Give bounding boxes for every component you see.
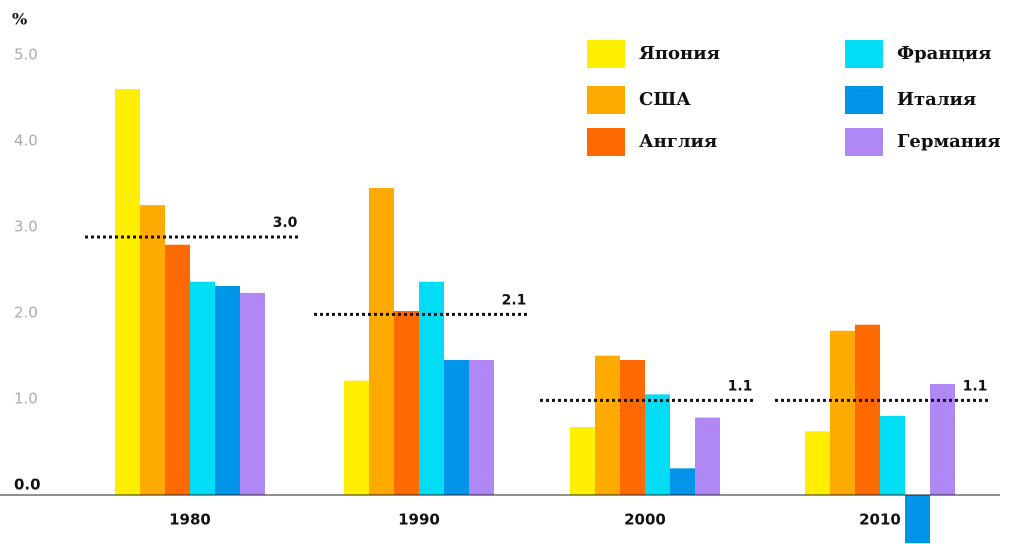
legend-label: Франция: [897, 43, 991, 64]
bar: [444, 359, 469, 495]
bar: [645, 394, 670, 495]
legend-swatch: [845, 86, 883, 114]
legend-swatch: [587, 86, 625, 114]
bar: [419, 281, 444, 495]
bar: [369, 187, 394, 496]
bar: [570, 427, 595, 495]
y-tick-label: 5.0: [14, 46, 38, 64]
bar: [394, 310, 419, 495]
y-tick-label: 1.0: [14, 390, 38, 408]
legend-label: Италия: [897, 89, 976, 110]
bar: [115, 89, 140, 495]
bar: [240, 292, 265, 495]
x-tick-label: 1990: [398, 511, 440, 529]
legend-label: США: [639, 89, 691, 110]
average-label: 1.1: [728, 378, 753, 394]
average-label: 2.1: [502, 292, 527, 308]
bar: [165, 244, 190, 495]
bar: [880, 415, 905, 495]
bar: [695, 417, 720, 495]
average-label: 1.1: [963, 378, 988, 394]
legend-swatch: [845, 128, 883, 156]
bar: [344, 380, 369, 495]
legend-swatch: [845, 40, 883, 68]
x-tick-label: 2010: [859, 511, 901, 529]
bar: [855, 324, 880, 495]
bar: [620, 359, 645, 495]
legend-swatch: [587, 40, 625, 68]
bar: [595, 355, 620, 495]
y-tick-label: 2.0: [14, 304, 38, 322]
bar: [190, 281, 215, 495]
legend-label: Япония: [639, 43, 720, 64]
x-tick-label: 1980: [169, 511, 211, 529]
bar: [215, 286, 240, 495]
bar: [670, 468, 695, 495]
y-axis-label: %: [12, 10, 27, 29]
bar: [905, 495, 930, 544]
legend-label: Англия: [639, 131, 717, 152]
legend-swatch: [587, 128, 625, 156]
x-tick-label: 2000: [624, 511, 666, 529]
y-tick-label: 3.0: [14, 218, 38, 236]
bar: [930, 384, 955, 495]
average-label: 3.0: [273, 215, 298, 231]
y-tick-label: 0.0: [14, 476, 41, 494]
y-tick-label: 4.0: [14, 132, 38, 150]
bar: [830, 330, 855, 495]
bar: [805, 431, 830, 495]
bar: [140, 205, 165, 495]
legend-label: Германия: [897, 131, 1001, 152]
bar: [469, 359, 494, 495]
